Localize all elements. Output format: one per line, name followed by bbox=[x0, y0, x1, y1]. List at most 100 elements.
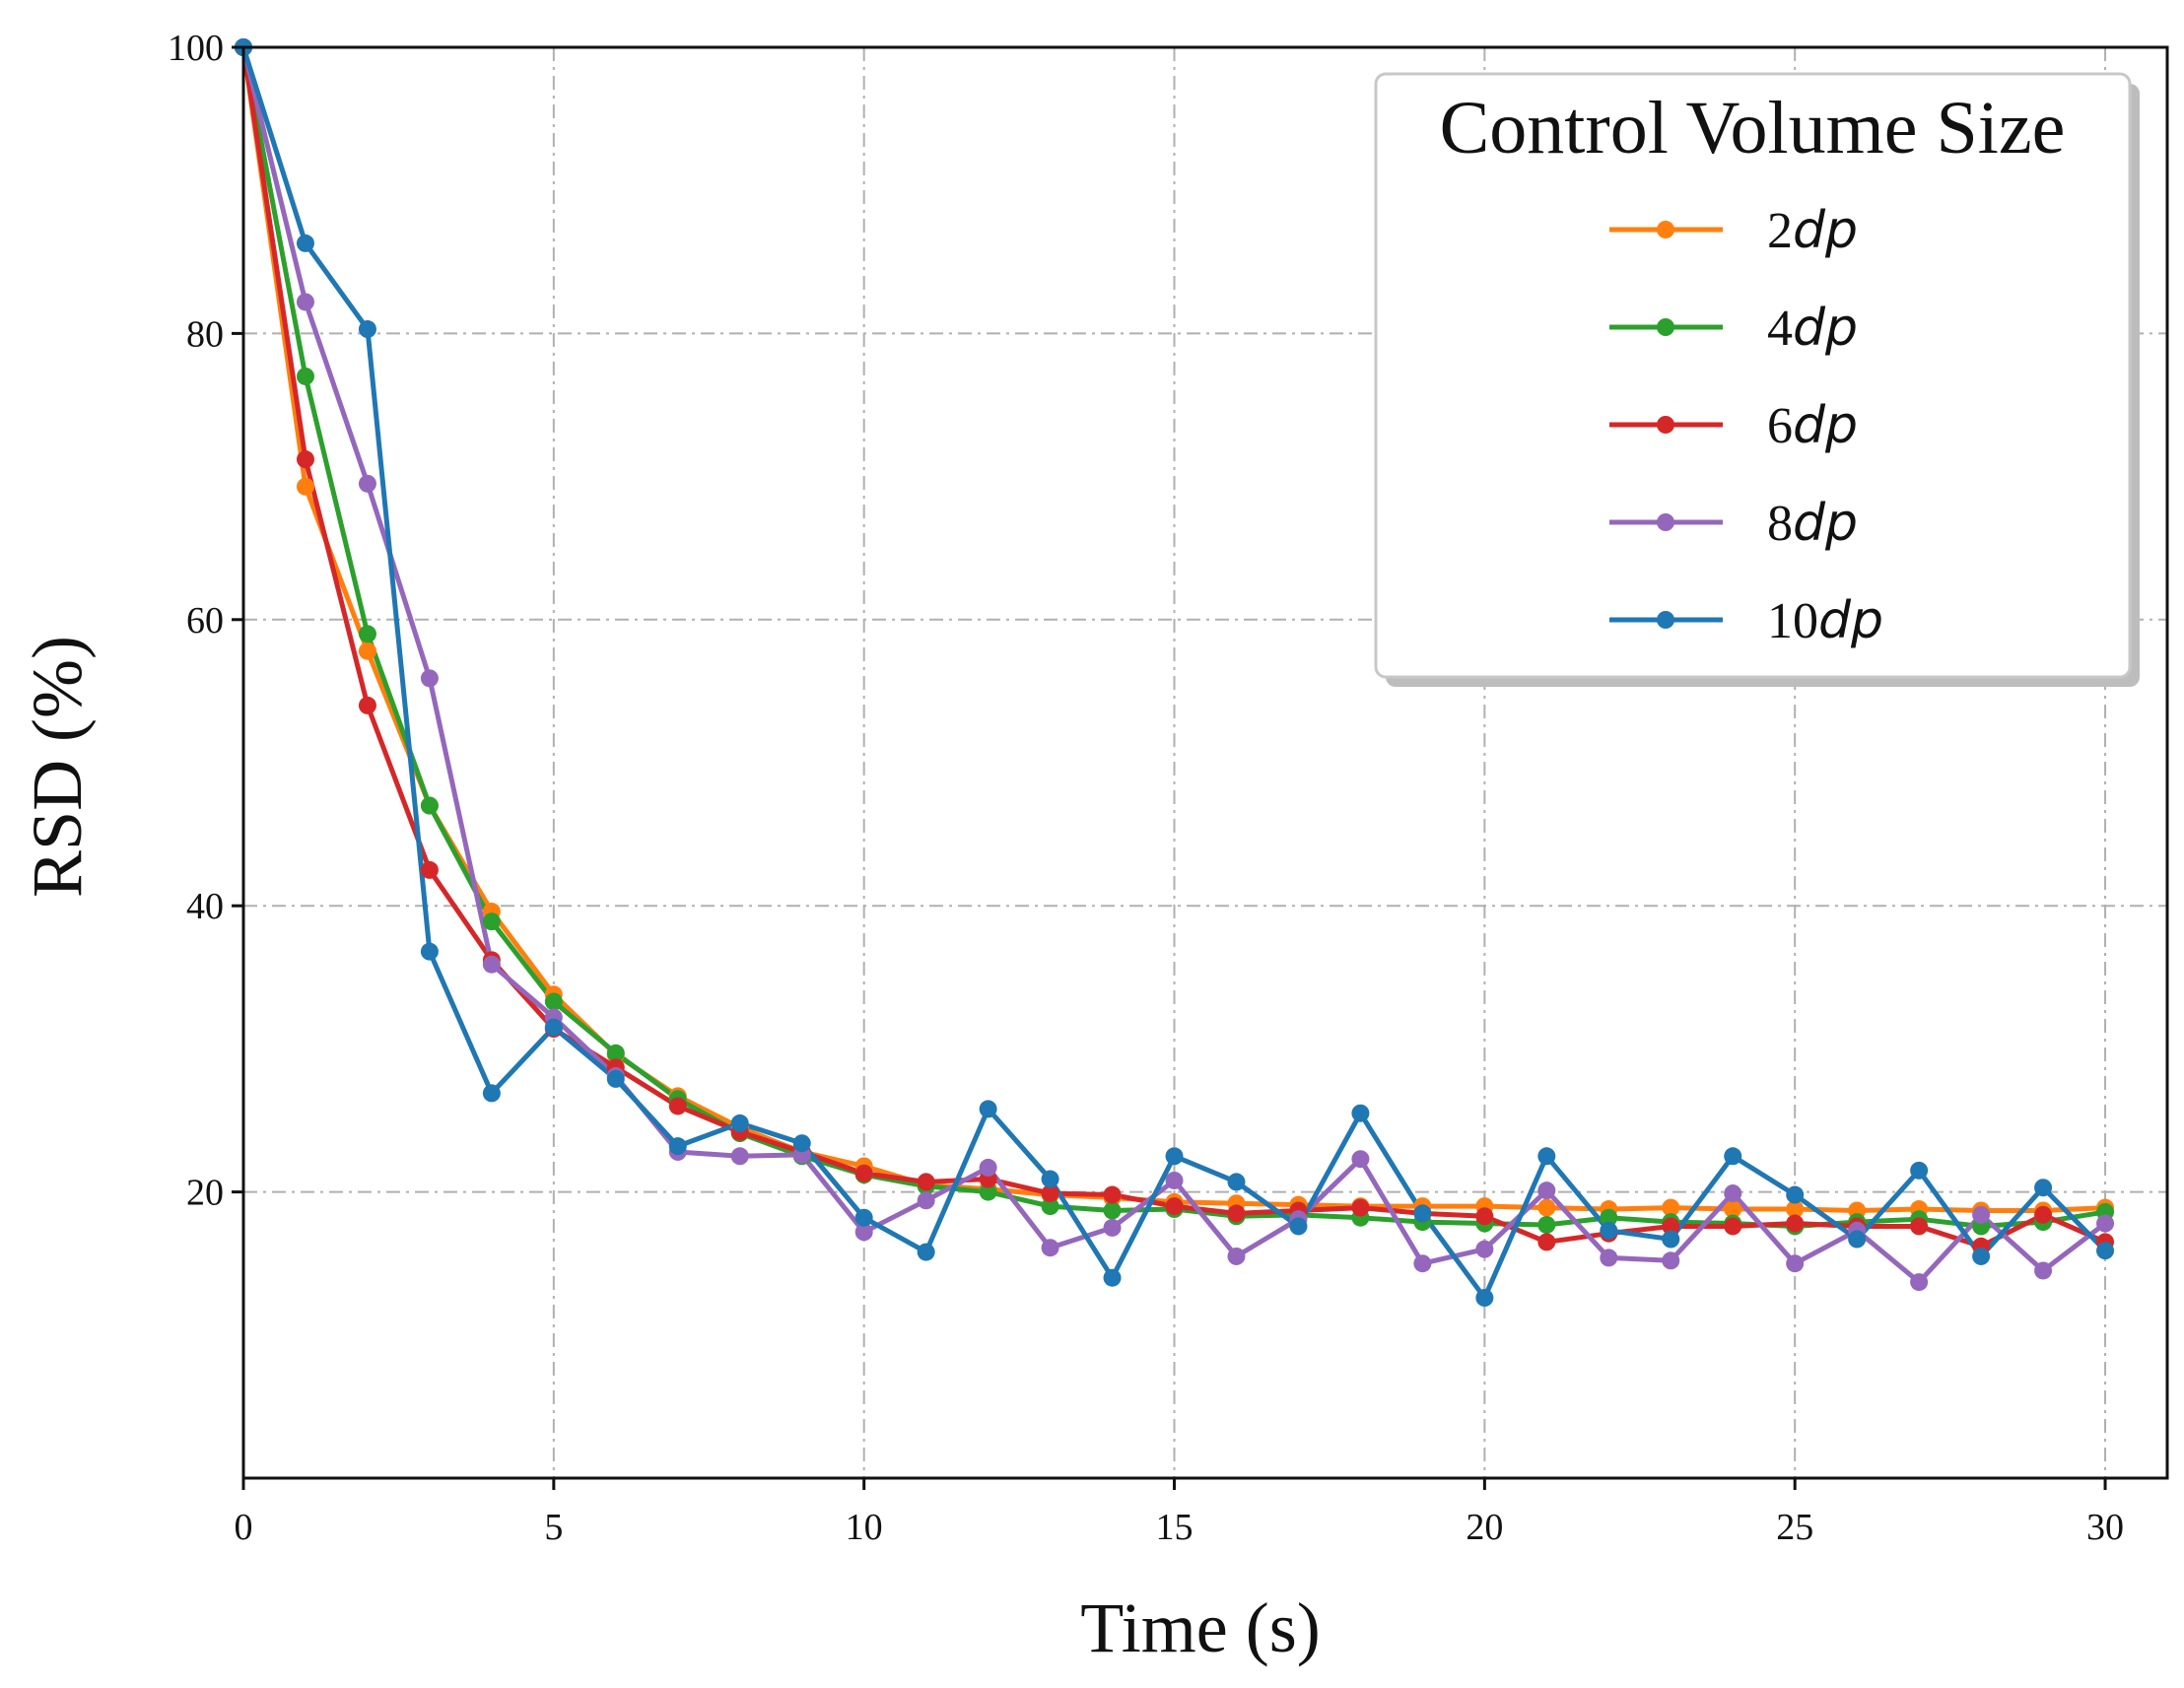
data-point-8dp bbox=[1910, 1273, 1929, 1292]
y-tick-label: 20 bbox=[186, 1173, 224, 1214]
data-point-8dp bbox=[1041, 1239, 1059, 1257]
data-point-4dp bbox=[482, 912, 501, 931]
legend-box bbox=[1374, 72, 2132, 679]
data-point-10dp bbox=[1662, 1230, 1680, 1249]
x-axis-label: Time (s) bbox=[1080, 1588, 1320, 1667]
legend-title: Control Volume Size bbox=[1440, 87, 2066, 169]
data-point-6dp bbox=[420, 860, 439, 879]
data-point-8dp bbox=[358, 474, 376, 493]
data-point-10dp bbox=[1227, 1173, 1246, 1191]
data-point-6dp bbox=[1041, 1184, 1059, 1203]
x-tick-label: 25 bbox=[1776, 1507, 1813, 1548]
legend-label: 4dp bbox=[1767, 299, 1858, 358]
data-point-10dp bbox=[544, 1018, 563, 1037]
data-point-8dp bbox=[1786, 1254, 1805, 1273]
data-point-6dp bbox=[1537, 1233, 1556, 1251]
data-point-10dp bbox=[854, 1208, 873, 1227]
data-point-10dp bbox=[1537, 1147, 1556, 1166]
data-point-10dp bbox=[1041, 1170, 1059, 1188]
legend-swatch-marker bbox=[1657, 318, 1674, 336]
data-point-6dp bbox=[1724, 1217, 1742, 1236]
data-point-10dp bbox=[2096, 1242, 2115, 1260]
data-point-10dp bbox=[1848, 1230, 1867, 1249]
data-point-6dp bbox=[296, 450, 314, 469]
data-point-6dp bbox=[1227, 1204, 1246, 1223]
data-point-10dp bbox=[482, 1084, 501, 1103]
legend-item-10dp: 10dp bbox=[1609, 591, 1883, 650]
data-point-8dp bbox=[730, 1147, 749, 1166]
legend: Control Volume Size 2dp 4dp 6dp 8dp 10dp bbox=[1374, 72, 2140, 687]
legend-item-6dp: 6dp bbox=[1609, 396, 1858, 455]
data-point-8dp bbox=[1413, 1254, 1432, 1273]
x-tick-label: 5 bbox=[544, 1507, 563, 1548]
data-point-10dp bbox=[296, 234, 314, 252]
data-point-8dp bbox=[1227, 1247, 1246, 1265]
data-point-10dp bbox=[1165, 1147, 1184, 1166]
data-point-10dp bbox=[2034, 1179, 2053, 1197]
data-point-6dp bbox=[1786, 1214, 1805, 1233]
data-point-4dp bbox=[979, 1182, 997, 1201]
data-point-6dp bbox=[917, 1173, 935, 1191]
x-axis-ticks: 0 5 10 15 20 25 30 bbox=[235, 1478, 2124, 1548]
legend-swatch-marker bbox=[1657, 513, 1674, 531]
data-point-10dp bbox=[1724, 1147, 1742, 1166]
y-tick-label: 80 bbox=[186, 313, 224, 355]
data-point-8dp bbox=[1103, 1218, 1122, 1237]
data-point-10dp bbox=[730, 1114, 749, 1132]
data-point-8dp bbox=[420, 669, 439, 688]
data-point-10dp bbox=[979, 1100, 997, 1118]
data-point-8dp bbox=[482, 955, 501, 974]
data-point-8dp bbox=[854, 1223, 873, 1242]
data-point-4dp bbox=[1103, 1201, 1122, 1220]
data-point-6dp bbox=[1103, 1185, 1122, 1204]
data-point-10dp bbox=[1786, 1185, 1805, 1204]
data-point-10dp bbox=[1289, 1217, 1308, 1236]
data-point-8dp bbox=[979, 1158, 997, 1177]
data-point-4dp bbox=[1600, 1208, 1618, 1227]
data-point-8dp bbox=[1662, 1251, 1680, 1270]
data-point-6dp bbox=[854, 1164, 873, 1182]
data-point-6dp bbox=[668, 1097, 687, 1115]
legend-item-8dp: 8dp bbox=[1609, 494, 1858, 553]
data-point-6dp bbox=[1662, 1217, 1680, 1236]
data-point-2dp bbox=[1724, 1200, 1742, 1219]
data-point-10dp bbox=[606, 1069, 625, 1088]
legend-swatch-marker bbox=[1657, 221, 1674, 238]
y-tick-label: 40 bbox=[186, 886, 224, 927]
legend-swatch-marker bbox=[1657, 611, 1674, 629]
data-point-2dp bbox=[1537, 1198, 1556, 1217]
legend-label: 8dp bbox=[1767, 494, 1858, 553]
y-tick-label: 100 bbox=[168, 28, 224, 69]
data-point-10dp bbox=[1351, 1104, 1370, 1122]
legend-swatch-marker bbox=[1657, 416, 1674, 434]
data-point-8dp bbox=[1537, 1182, 1556, 1200]
data-point-4dp bbox=[544, 992, 563, 1011]
data-point-10dp bbox=[1413, 1204, 1432, 1223]
data-point-10dp bbox=[917, 1243, 935, 1261]
data-point-4dp bbox=[420, 796, 439, 815]
data-point-2dp bbox=[1662, 1198, 1680, 1217]
data-point-6dp bbox=[1475, 1207, 1494, 1226]
data-point-10dp bbox=[792, 1134, 811, 1153]
data-point-4dp bbox=[296, 367, 314, 385]
data-point-8dp bbox=[1475, 1240, 1494, 1258]
data-point-6dp bbox=[358, 696, 376, 714]
data-point-8dp bbox=[1972, 1205, 1991, 1224]
data-point-10dp bbox=[1103, 1268, 1122, 1287]
y-axis-ticks: 20 40 60 80 100 bbox=[168, 28, 243, 1214]
legend-item-4dp: 4dp bbox=[1609, 299, 1858, 358]
x-tick-label: 30 bbox=[2086, 1507, 2124, 1548]
data-point-6dp bbox=[1910, 1217, 1929, 1236]
data-point-8dp bbox=[1165, 1171, 1184, 1189]
data-point-8dp bbox=[1724, 1184, 1742, 1203]
data-point-10dp bbox=[420, 942, 439, 961]
data-point-8dp bbox=[1351, 1150, 1370, 1169]
data-point-8dp bbox=[296, 293, 314, 311]
data-point-4dp bbox=[1041, 1197, 1059, 1216]
plot-frame bbox=[241, 45, 2169, 1480]
legend-label: 6dp bbox=[1767, 396, 1858, 455]
data-point-8dp bbox=[2034, 1261, 2053, 1280]
data-point-2dp bbox=[358, 641, 376, 660]
legend-item-2dp: 2dp bbox=[1609, 201, 1858, 260]
